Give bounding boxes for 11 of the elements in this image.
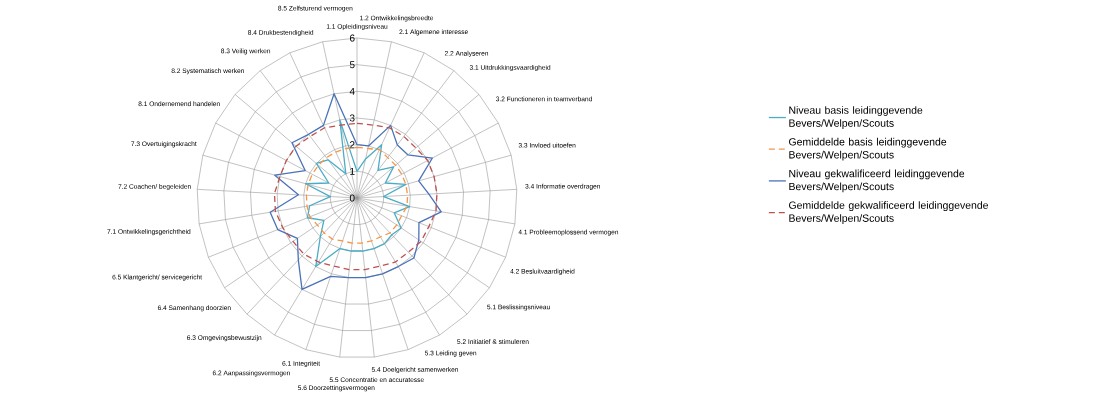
legend-label: Niveau gekwalificeerd leidinggevende Bevers/Welpen/Scouts <box>789 169 965 193</box>
legend-label: Niveau basis leidinggevende Bevers/Welpen/Scouts <box>789 106 923 129</box>
y-tick-label: 0 <box>349 194 355 202</box>
y-tick-label: 4 <box>349 87 355 95</box>
legend-label: Gemiddelde gekwalificeerd leidinggevende Bevers/Welpen/Scouts <box>789 201 989 224</box>
y-tick-label: 6 <box>349 34 355 42</box>
y-tick-label: 3 <box>349 114 355 122</box>
y-tick-label: 1 <box>350 167 355 175</box>
legend-label: Gemiddelde basis leidinggevende Bevers/Welpen/Scouts <box>789 137 947 161</box>
y-tick-label: 2 <box>349 141 355 149</box>
y-tick-label: 5 <box>349 61 355 69</box>
